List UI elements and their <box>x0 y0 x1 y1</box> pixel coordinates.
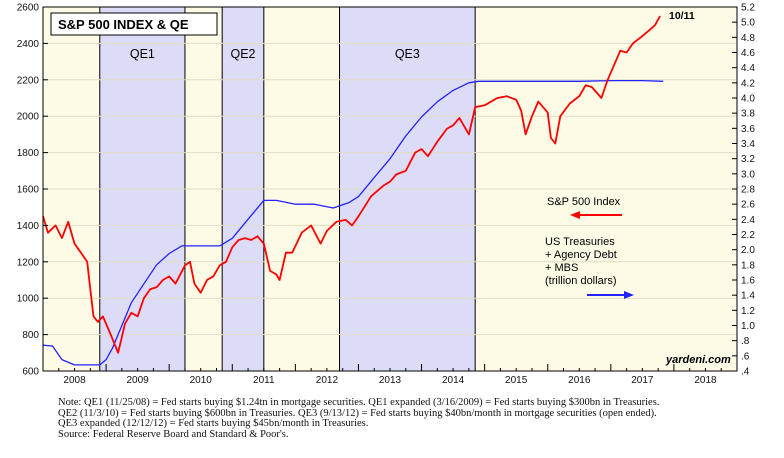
y-right-tick-label: 3.0 <box>741 169 755 180</box>
y-right-tick-label: 2.8 <box>741 185 755 196</box>
sp500-legend-arrowhead <box>570 211 580 219</box>
qe-period-label-qe3: QE3 <box>395 47 420 61</box>
y-left-tick-label: 2200 <box>17 75 40 86</box>
qe-period-label-qe2: QE2 <box>230 47 255 61</box>
y-left-tick-label: 1000 <box>17 294 40 305</box>
note-line-2: QE2 (11/3/10) = Fed starts buying $600bn… <box>58 407 657 419</box>
y-right-tick-label: .8 <box>741 336 750 347</box>
y-right-tick-label: 5.2 <box>741 3 755 14</box>
fed-legend-line-2: + Agency Debt <box>545 249 617 261</box>
chart-title: S&P 500 INDEX & QE <box>58 17 189 32</box>
y-right-tick-label: 4.6 <box>741 48 755 59</box>
watermark: yardeni.com <box>665 354 731 366</box>
series-end-label: 10/11 <box>669 10 695 22</box>
x-tick-label: 2017 <box>631 375 654 386</box>
y-right-tick-label: 1.2 <box>741 306 755 317</box>
sp500-legend-label: S&P 500 Index <box>547 196 621 208</box>
x-tick-label: 2018 <box>694 375 717 386</box>
fed-legend-line-3: + MBS <box>545 262 578 274</box>
x-tick-label: 2008 <box>63 375 86 386</box>
fed-legend-line-4: (trillion dollars) <box>545 275 617 287</box>
y-right-tick-label: .4 <box>741 367 750 378</box>
note-line-4: Source: Federal Reserve Board and Standa… <box>58 428 289 440</box>
sp500-qe-chart: QE1 QE2 QE3 600 800 1000 1200 1400 1600 1800 2000… <box>17 3 756 387</box>
fed-legend-line-1: US Treasuries <box>545 236 615 248</box>
sp500-index-line <box>42 15 661 354</box>
y-right-tick-label: 1.6 <box>741 276 755 287</box>
y-right-tick-label: 4.0 <box>741 94 755 105</box>
grid-group <box>43 42 737 336</box>
y-right-tick-label: 4.4 <box>741 63 755 74</box>
y-left-tick-label: 1600 <box>17 185 40 196</box>
x-tick-label: 2010 <box>190 375 213 386</box>
y-left-tick-label: 1400 <box>17 221 40 232</box>
note-line-3: QE3 expanded (12/12/12) = Fed starts buy… <box>58 418 369 429</box>
x-tick-label: 2016 <box>568 375 591 386</box>
fed-legend-arrowhead <box>624 291 634 299</box>
y-right-tick-label: 1.4 <box>741 291 755 302</box>
y-right-tick-label: 3.8 <box>741 109 755 120</box>
title-box <box>50 12 218 36</box>
y-right-tick-label: 3.4 <box>741 139 755 150</box>
y-right-tick-label: 1.0 <box>741 321 755 332</box>
y-left-tick-label: 1200 <box>17 257 40 268</box>
y-left-tick-label: 1800 <box>17 148 40 159</box>
x-tick-label: 2009 <box>127 375 150 386</box>
y-right-tick-label: .6 <box>741 351 750 362</box>
y-left-tick-label: 2400 <box>17 39 40 50</box>
y-right-tick-label: 4.8 <box>741 33 755 44</box>
x-tick-label: 2012 <box>316 375 339 386</box>
x-tick-label: 2013 <box>379 375 402 386</box>
fed-holdings-line <box>42 79 664 366</box>
y-right-tick-label: 1.8 <box>741 260 755 271</box>
y-left-tick-label: 600 <box>22 367 39 378</box>
y-right-tick-label: 3.6 <box>741 124 755 135</box>
y-left-tick-label: 800 <box>22 330 39 341</box>
series-group <box>42 15 664 366</box>
y-right-tick-label: 2.0 <box>741 245 755 256</box>
y-right-tick-label: 2.2 <box>741 230 755 241</box>
axes-group: 600 800 1000 1200 1400 1600 1800 2000 2200 2400 26… <box>17 3 756 387</box>
y-right-tick-label: 5.0 <box>741 18 755 29</box>
y-left-tick-label: 2600 <box>17 3 40 14</box>
y-right-tick-label: 2.4 <box>741 215 755 226</box>
note-line-1: Note: QE1 (11/25/08) = Fed starts buying… <box>58 397 660 408</box>
qe-period-label-qe1: QE1 <box>130 47 155 61</box>
y-right-tick-label: 3.2 <box>741 154 755 165</box>
x-tick-label: 2015 <box>505 375 528 386</box>
y-right-tick-label: 4.2 <box>741 78 755 89</box>
y-right-tick-label: 2.6 <box>741 200 755 211</box>
y-left-tick-label: 2000 <box>17 112 40 123</box>
x-tick-label: 2014 <box>442 375 465 386</box>
x-tick-label: 2011 <box>253 375 275 386</box>
